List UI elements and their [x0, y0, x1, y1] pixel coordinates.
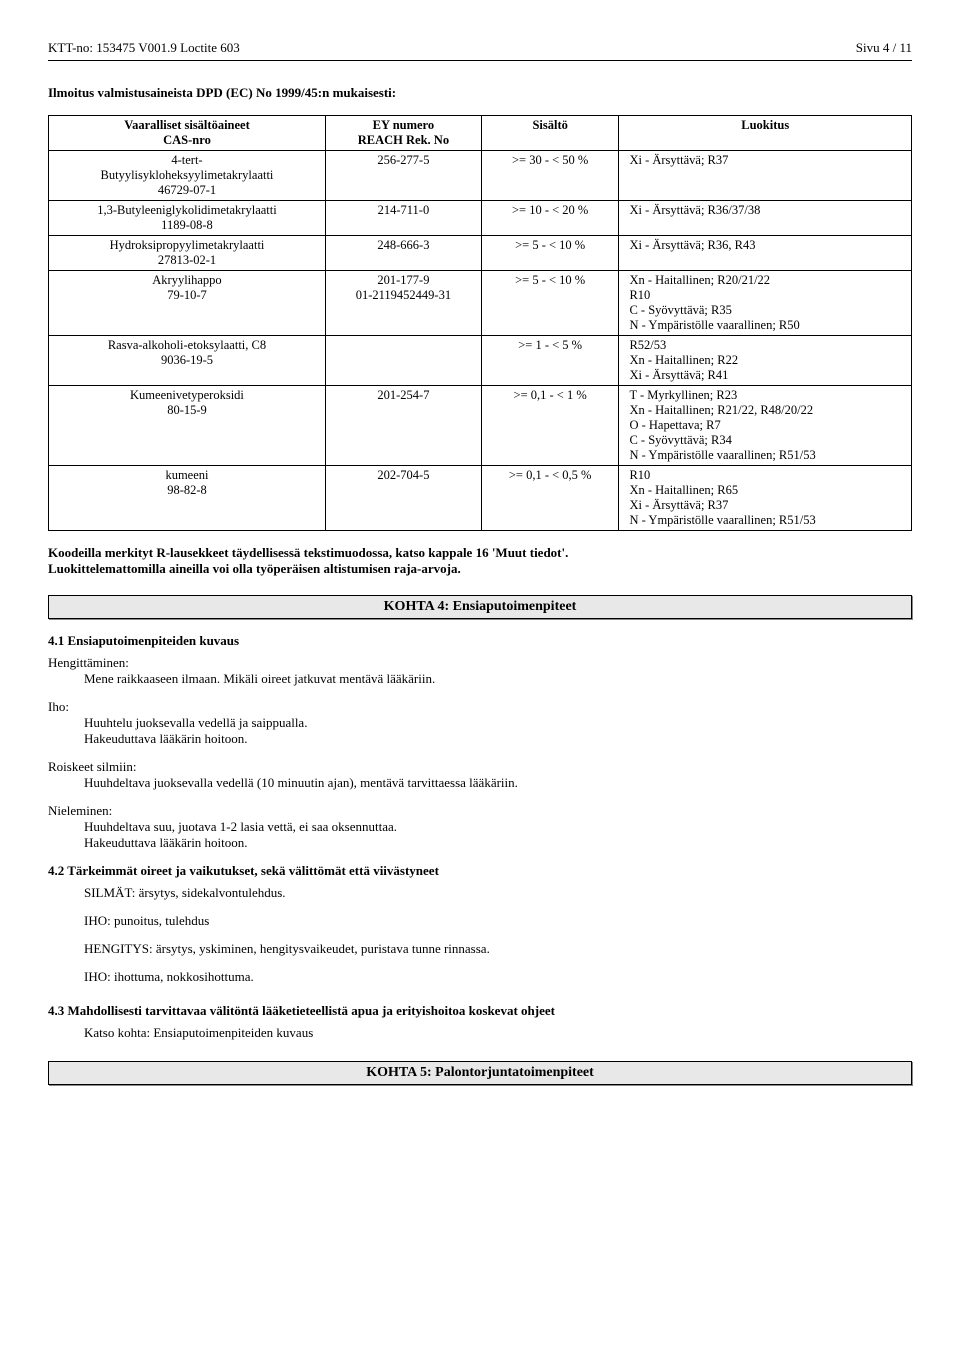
section-4-1-heading: 4.1 Ensiaputoimenpiteiden kuvaus	[48, 633, 912, 649]
table-cell: Xn - Haitallinen; R20/21/22 R10 C - Syöv…	[619, 271, 912, 336]
col-header-classification: Luokitus	[619, 116, 912, 151]
section-4-3-heading: 4.3 Mahdollisesti tarvittavaa välitöntä …	[48, 1003, 912, 1019]
eyes-label: Roiskeet silmiin:	[48, 759, 912, 775]
section-4-2-heading: 4.2 Tärkeimmät oireet ja vaikutukset, se…	[48, 863, 912, 879]
firstaid-eyes: Roiskeet silmiin: Huuhdeltava juoksevall…	[48, 759, 912, 791]
table-row: kumeeni 98-82-8202-704-5>= 0,1 - < 0,5 %…	[49, 466, 912, 531]
firstaid-ingest: Nieleminen: Huuhdeltava suu, juotava 1-2…	[48, 803, 912, 851]
table-cell: 214-711-0	[325, 201, 481, 236]
symptom-eyes: SILMÄT: ärsytys, sidekalvontulehdus.	[84, 885, 912, 901]
table-row: 4-tert- Butyylisykloheksyylimetakrylaatt…	[49, 151, 912, 201]
header-right: Sivu 4 / 11	[856, 40, 912, 56]
ingest-label: Nieleminen:	[48, 803, 912, 819]
inhale-label: Hengittäminen:	[48, 655, 912, 671]
col-header-substance: Vaaralliset sisältöaineet CAS-nro	[49, 116, 326, 151]
table-cell: T - Myrkyllinen; R23 Xn - Haitallinen; R…	[619, 386, 912, 466]
table-cell: Xi - Ärsyttävä; R37	[619, 151, 912, 201]
header-rule	[48, 60, 912, 61]
table-cell: Xi - Ärsyttävä; R36/37/38	[619, 201, 912, 236]
page-header: KTT-no: 153475 V001.9 Loctite 603 Sivu 4…	[48, 40, 912, 56]
col-header-ec: EY numero REACH Rek. No	[325, 116, 481, 151]
section-4-bar: KOHTA 4: Ensiaputoimenpiteet	[48, 595, 912, 619]
codes-note: Koodeilla merkityt R-lausekkeet täydelli…	[48, 545, 912, 577]
table-header-row: Vaaralliset sisältöaineet CAS-nro EY num…	[49, 116, 912, 151]
skin-label: Iho:	[48, 699, 912, 715]
notice-title: Ilmoitus valmistusaineista DPD (EC) No 1…	[48, 85, 912, 101]
table-cell: >= 5 - < 10 %	[481, 236, 619, 271]
table-row: Hydroksipropyylimetakrylaatti 27813-02-1…	[49, 236, 912, 271]
firstaid-skin: Iho: Huuhtelu juoksevalla vedellä ja sai…	[48, 699, 912, 747]
table-cell: 248-666-3	[325, 236, 481, 271]
ingest-text: Huuhdeltava suu, juotava 1-2 lasia vettä…	[84, 819, 912, 851]
table-row: 1,3-Butyleeniglykolidimetakrylaatti 1189…	[49, 201, 912, 236]
table-cell: kumeeni 98-82-8	[49, 466, 326, 531]
table-cell: Kumeenivetyperoksidi 80-15-9	[49, 386, 326, 466]
table-cell	[325, 336, 481, 386]
eyes-text: Huuhdeltava juoksevalla vedellä (10 minu…	[84, 775, 912, 791]
table-row: Akryylihappo 79-10-7201-177-9 01-2119452…	[49, 271, 912, 336]
symptom-skin2: IHO: ihottuma, nokkosihottuma.	[84, 969, 912, 985]
table-cell: R10 Xn - Haitallinen; R65 Xi - Ärsyttävä…	[619, 466, 912, 531]
table-cell: >= 30 - < 50 %	[481, 151, 619, 201]
table-cell: Hydroksipropyylimetakrylaatti 27813-02-1	[49, 236, 326, 271]
col-header-content: Sisältö	[481, 116, 619, 151]
ingredients-table: Vaaralliset sisältöaineet CAS-nro EY num…	[48, 115, 912, 531]
table-cell: >= 0,1 - < 0,5 %	[481, 466, 619, 531]
table-row: Rasva-alkoholi-etoksylaatti, C8 9036-19-…	[49, 336, 912, 386]
table-cell: 201-254-7	[325, 386, 481, 466]
table-cell: Rasva-alkoholi-etoksylaatti, C8 9036-19-…	[49, 336, 326, 386]
symptom-skin: IHO: punoitus, tulehdus	[84, 913, 912, 929]
table-cell: 1,3-Butyleeniglykolidimetakrylaatti 1189…	[49, 201, 326, 236]
section-4-3-text: Katso kohta: Ensiaputoimenpiteiden kuvau…	[84, 1025, 912, 1041]
table-cell: >= 0,1 - < 1 %	[481, 386, 619, 466]
table-cell: 202-704-5	[325, 466, 481, 531]
table-row: Kumeenivetyperoksidi 80-15-9201-254-7>= …	[49, 386, 912, 466]
skin-text: Huuhtelu juoksevalla vedellä ja saippual…	[84, 715, 912, 747]
table-cell: >= 5 - < 10 %	[481, 271, 619, 336]
table-cell: 201-177-9 01-2119452449-31	[325, 271, 481, 336]
table-cell: >= 1 - < 5 %	[481, 336, 619, 386]
symptom-breath: HENGITYS: ärsytys, yskiminen, hengitysva…	[84, 941, 912, 957]
table-cell: R52/53 Xn - Haitallinen; R22 Xi - Ärsytt…	[619, 336, 912, 386]
table-cell: 4-tert- Butyylisykloheksyylimetakrylaatt…	[49, 151, 326, 201]
firstaid-inhale: Hengittäminen: Mene raikkaaseen ilmaan. …	[48, 655, 912, 687]
table-cell: Xi - Ärsyttävä; R36, R43	[619, 236, 912, 271]
header-left: KTT-no: 153475 V001.9 Loctite 603	[48, 40, 240, 56]
section-5-bar: KOHTA 5: Palontorjuntatoimenpiteet	[48, 1061, 912, 1085]
table-cell: Akryylihappo 79-10-7	[49, 271, 326, 336]
table-cell: >= 10 - < 20 %	[481, 201, 619, 236]
table-cell: 256-277-5	[325, 151, 481, 201]
inhale-text: Mene raikkaaseen ilmaan. Mikäli oireet j…	[84, 671, 912, 687]
